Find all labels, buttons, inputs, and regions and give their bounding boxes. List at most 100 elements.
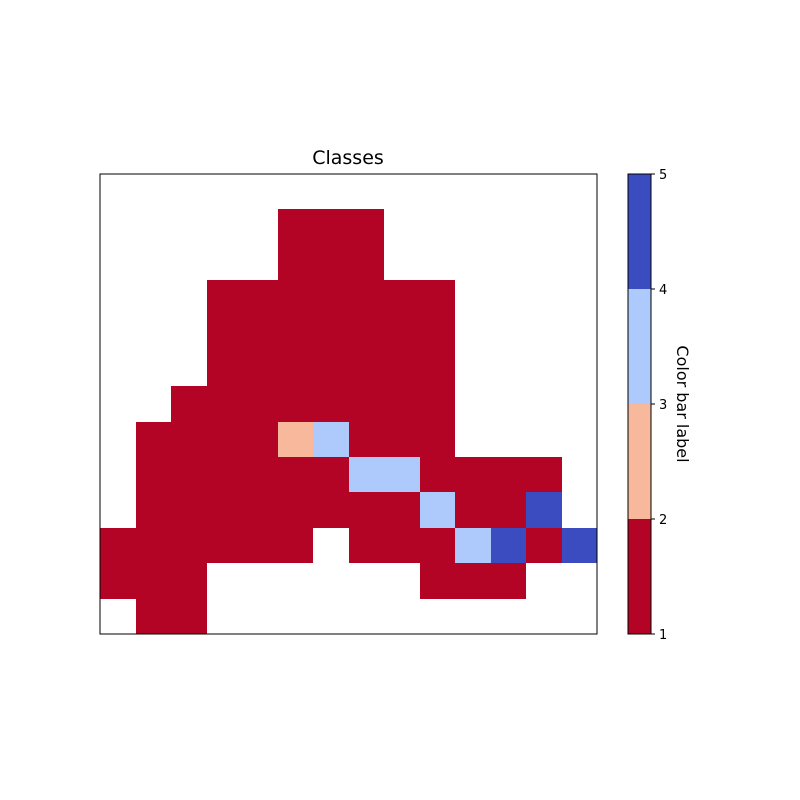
heatmap-cell [420,351,455,386]
heatmap-cell [278,245,313,280]
heatmap-cell [349,528,384,563]
heatmap-cell [278,209,313,245]
heatmap-cell [420,492,455,528]
heatmap-cell [313,492,349,528]
heatmap-cell [242,457,278,492]
plot-frame [99,173,598,635]
heatmap-cell [278,316,313,351]
heatmap-cell [384,492,420,528]
heatmap-cell [136,422,171,457]
heatmap-cell [420,457,455,492]
heatmap-cell [207,422,242,457]
heatmap-cell [313,280,349,316]
heatmap-cell [384,457,420,492]
heatmap-cell [420,316,455,351]
heatmap-cell [313,209,349,245]
heatmap-cell [242,280,278,316]
heatmap-cell [491,457,526,492]
heatmap-cell [207,528,242,563]
heatmap-cells [100,209,597,634]
heatmap-cell [171,599,207,634]
colorbar-tick-label: 2 [659,513,667,528]
heatmap-cell [562,528,597,563]
heatmap-cell [491,563,526,599]
heatmap-cell [313,422,349,457]
heatmap-cell [349,492,384,528]
heatmap-cell [313,457,349,492]
heatmap-cell [384,386,420,422]
heatmap-cell [278,492,313,528]
heatmap-cell [420,280,455,316]
heatmap-cell [171,528,207,563]
heatmap-cell [313,245,349,280]
heatmap-cell [455,492,491,528]
heatmap-cell [100,563,136,599]
colorbar-tick-label: 3 [659,398,667,413]
colorbar-ticks: 1 2 3 4 5 [651,168,667,643]
heatmap-cell [384,280,420,316]
heatmap-cell [384,528,420,563]
heatmap-cell [242,492,278,528]
heatmap-cell [420,528,455,563]
heatmap-cell [420,422,455,457]
heatmap-cell [242,422,278,457]
heatmap-cell [384,316,420,351]
heatmap-cell [313,351,349,386]
heatmap-cell [349,280,384,316]
heatmap-cell [349,316,384,351]
heatmap-cell [136,528,171,563]
heatmap-cell [278,422,313,457]
heatmap-cell [242,316,278,351]
heatmap-cell [278,528,313,563]
colorbar-tick-label: 5 [659,168,667,183]
heatmap-cell [278,280,313,316]
colorbar-segment [628,519,651,634]
heatmap-cell [171,563,207,599]
heatmap-cell [207,386,242,422]
heatmap-cell [526,528,562,563]
colorbar-segment [628,289,651,404]
heatmap-cell [136,563,171,599]
heatmap-cell [171,386,207,422]
heatmap-cell [278,457,313,492]
heatmap-cell [455,528,491,563]
heatmap-cell [100,528,136,563]
heatmap-cell [313,316,349,351]
heatmap-cell [455,563,491,599]
heatmap-cell [526,457,562,492]
heatmap-cell [136,599,171,634]
heatmap-cell [420,386,455,422]
heatmap-cell [242,386,278,422]
heatmap-cell [384,422,420,457]
heatmap-cell [278,351,313,386]
heatmap-cell [207,492,242,528]
heatmap-cell [349,245,384,280]
heatmap-cell [349,209,384,245]
colorbar-segment [628,174,651,289]
heatmap-cell [207,457,242,492]
heatmap-cell [349,386,384,422]
heatmap-cell [278,386,313,422]
heatmap-cell [207,316,242,351]
heatmap-cell [526,492,562,528]
colorbar-tick-label: 1 [659,628,667,643]
heatmap-cell [207,280,242,316]
heatmap-cell [384,351,420,386]
heatmap-cell [171,422,207,457]
heatmap-cell [242,528,278,563]
heatmap-cell [349,351,384,386]
chart-title: Classes [312,147,384,169]
heatmap-cell [313,386,349,422]
heatmap-cell [420,563,455,599]
heatmap-cell [491,492,526,528]
heatmap-cell [242,351,278,386]
heatmap-cell [136,492,171,528]
heatmap-cell [455,457,491,492]
colorbar-segment [628,404,651,519]
heatmap-cell [136,457,171,492]
colorbar [628,174,651,634]
heatmap-cell [171,457,207,492]
heatmap-cell [491,528,526,563]
